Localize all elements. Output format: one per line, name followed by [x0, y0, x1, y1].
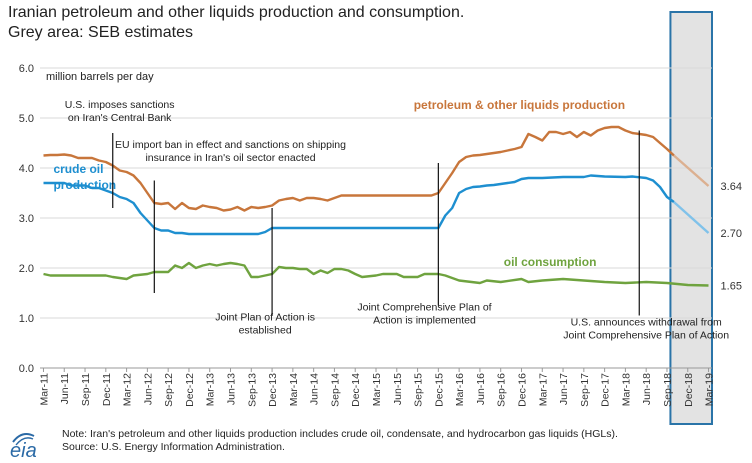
x-tick-label: Mar-19: [704, 373, 716, 406]
eia-logo-text: eia: [10, 440, 37, 460]
x-tick-label: Dec-11: [101, 373, 113, 406]
y-axis-label: million barrels per day: [46, 71, 154, 83]
event-annotation-line: U.S. imposes sanctions: [65, 99, 175, 111]
event-annotation: EU import ban in effect and sanctions on…: [115, 139, 346, 164]
series-end-value: 2.70: [721, 228, 742, 240]
chart-note: Note: Iran's petroleum and other liquids…: [62, 428, 618, 440]
x-tick-label: Sep-15: [413, 373, 425, 407]
x-tick-label: Mar-15: [371, 373, 383, 406]
series-line: [43, 125, 675, 212]
series-label-line: production: [53, 178, 116, 192]
series-label: oil consumption: [504, 255, 597, 269]
event-annotation-line: established: [239, 325, 292, 337]
y-tick-label: 6.0: [19, 63, 34, 75]
y-tick-label: 1.0: [19, 313, 34, 325]
chart-subtitle: Grey area: SEB estimates: [8, 24, 193, 41]
x-tick-label: Mar-13: [205, 373, 217, 406]
eia-logo: eia: [10, 433, 37, 460]
event-annotation-line: EU import ban in effect and sanctions on…: [115, 139, 346, 151]
x-tick-label: Jun-11: [59, 373, 71, 404]
x-tick-label: Dec-14: [350, 373, 362, 407]
event-annotation-line: Joint Comprehensive Plan of Action: [563, 330, 729, 342]
x-tick-label: Jun-14: [309, 373, 321, 405]
event-annotation-line: Joint Plan of Action is: [215, 312, 315, 324]
x-tick-label: Jun-18: [641, 373, 653, 405]
series-label-line: crude oil: [53, 162, 103, 176]
y-tick-label: 5.0: [19, 113, 34, 125]
series-label-line: petroleum & other liquids production: [414, 98, 625, 112]
x-tick-label: Jun-17: [558, 373, 570, 405]
x-tick-label: Dec-12: [184, 373, 196, 407]
event-annotation: Joint Plan of Action is established: [215, 312, 315, 337]
x-tick-label: Dec-15: [433, 373, 445, 407]
x-tick-label: Sep-12: [163, 373, 175, 407]
x-tick-label: Mar-12: [122, 373, 134, 406]
x-tick-label: Dec-13: [267, 373, 279, 407]
series-label: petroleum & other liquids production: [414, 98, 625, 112]
x-tick-label: Mar-18: [620, 373, 632, 406]
x-tick-label: Jun-15: [392, 373, 404, 405]
series-end-value: 1.65: [721, 281, 742, 293]
y-tick-label: 0.0: [19, 363, 34, 375]
event-annotation: Joint Comprehensive Plan of Action is imp…: [357, 302, 491, 327]
series-estimate-line: [673, 154, 710, 187]
x-tick-label: Mar-17: [537, 373, 549, 406]
event-annotation: U.S. announces withdrawal from Joint Comp…: [563, 317, 729, 342]
event-annotation-line: U.S. announces withdrawal from: [571, 317, 722, 329]
series-line: [43, 261, 709, 287]
x-tick-label: Mar-16: [454, 373, 466, 406]
x-tick-label: Jun-12: [142, 373, 154, 405]
x-tick-label: Sep-17: [579, 373, 591, 407]
event-annotation-line: Joint Comprehensive Plan of: [357, 302, 491, 314]
x-tick-label: Dec-16: [516, 373, 528, 407]
x-tick-label: Sep-11: [80, 373, 92, 406]
y-tick-label: 3.0: [19, 213, 34, 225]
event-annotation: U.S. imposes sanctions on Iran's Central …: [65, 99, 175, 124]
x-tick-label: Mar-14: [288, 373, 300, 406]
x-tick-label: Mar-11: [38, 373, 50, 406]
x-tick-label: Jun-13: [226, 373, 238, 405]
x-tick-label: Sep-16: [496, 373, 508, 407]
y-tick-label: 2.0: [19, 263, 34, 275]
series-line: [43, 174, 675, 236]
series-label-line: oil consumption: [504, 255, 597, 269]
x-tick-label: Sep-14: [329, 373, 341, 407]
y-tick-label: 4.0: [19, 163, 34, 175]
series-label: crude oil production: [53, 162, 116, 192]
x-tick-label: Sep-18: [662, 373, 674, 407]
chart-source: Source: U.S. Energy Information Administ…: [62, 441, 285, 453]
event-annotation-line: Action is implemented: [373, 315, 476, 327]
series-end-value: 3.64: [721, 181, 742, 193]
x-tick-label: Jun-16: [475, 373, 487, 405]
event-annotation-line: on Iran's Central Bank: [68, 112, 172, 124]
x-tick-label: Dec-18: [683, 373, 695, 407]
x-tick-label: Dec-17: [600, 373, 612, 407]
chart-title: Iranian petroleum and other liquids prod…: [8, 4, 465, 21]
x-tick-label: Sep-13: [246, 373, 258, 407]
event-annotation-line: insurance in Iran's oil sector enacted: [145, 152, 315, 164]
series-estimate-line: [673, 201, 710, 234]
